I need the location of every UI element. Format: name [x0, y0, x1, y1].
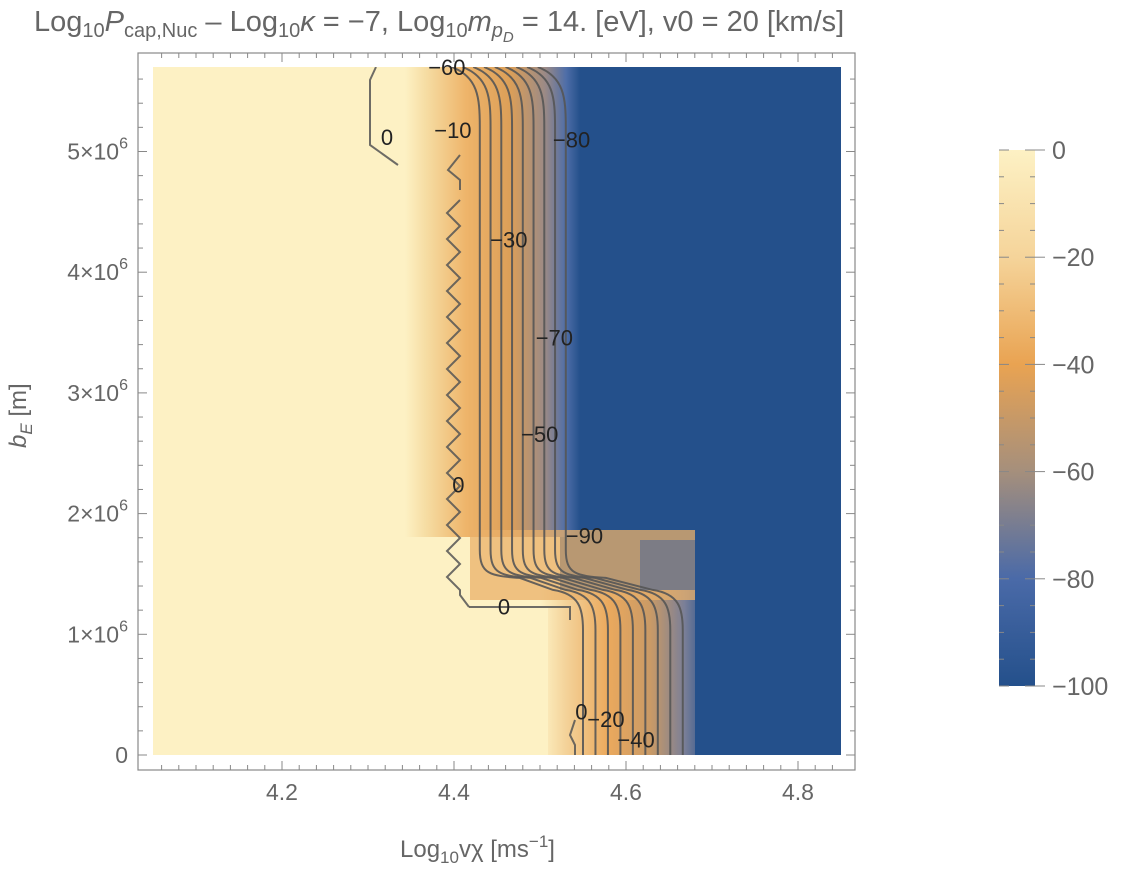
contour-line [515, 67, 659, 755]
y-tick-label: 2×106 [67, 498, 128, 527]
contour-label: −80 [553, 127, 590, 152]
contour-label: −20 [587, 707, 624, 732]
contour-line [505, 67, 647, 755]
contour-label: −40 [617, 727, 654, 752]
heatmap-upper-band [405, 67, 580, 537]
x-axis-label: Log10vχ [ms−1] [400, 832, 555, 867]
colorbar-tick-label: −40 [1052, 351, 1094, 379]
contour-zero-bottom [568, 719, 576, 755]
contour-label: −10 [434, 118, 471, 143]
heatmap [153, 67, 841, 755]
x-axis-ticks: 4.2 4.4 4.6 4.8 [161, 53, 833, 805]
contour-zero-short [446, 154, 461, 190]
contour-label: 0 [452, 473, 464, 498]
y-tick-label: 1×106 [67, 618, 128, 647]
contour-label: 0 [381, 125, 393, 150]
contour-label: −60 [428, 55, 465, 80]
contour-label: −50 [521, 422, 558, 447]
colorbar-ticks: 0 −20 −40 −60 −80 −100 [999, 137, 1108, 701]
plot-frame [137, 52, 856, 771]
contour-line [537, 67, 684, 755]
colorbar-tick-label: 0 [1052, 137, 1066, 165]
y-tick-label: 5×106 [67, 135, 128, 164]
contour-zero-upper [369, 67, 399, 166]
contour-line [451, 67, 584, 755]
y-tick-label: 0 [115, 742, 128, 768]
contour-line [462, 67, 597, 755]
y-tick-label: 4×106 [67, 256, 128, 285]
colorbar-tick-label: −20 [1052, 244, 1094, 272]
x-tick-label: 4.8 [782, 779, 814, 805]
heatmap-step-blue [640, 540, 700, 590]
contour-lines [451, 67, 684, 755]
y-axis-ticks: 0 1×106 2×106 3×106 4×106 5×106 [67, 78, 855, 768]
colorbar-tick-label: −80 [1052, 566, 1094, 594]
colorbar [999, 150, 1035, 686]
contour-line [472, 67, 609, 755]
contour-line [526, 67, 672, 755]
colorbar-tick-label: −100 [1052, 673, 1108, 701]
colorbar-tick-label: −60 [1052, 459, 1094, 487]
x-tick-label: 4.4 [438, 779, 470, 805]
contour-label: −70 [536, 325, 573, 350]
y-tick-label: 3×106 [67, 377, 128, 406]
chart-title: Log10Pcap,Nuc – Log10κ = −7, Log10mpD = … [34, 6, 844, 46]
contour-zero-step [469, 606, 571, 620]
contour-line [494, 67, 634, 755]
x-tick-label: 4.2 [266, 779, 298, 805]
contour-label: 0 [575, 700, 587, 725]
y-axis-label: bE [m] [5, 383, 36, 448]
contour-zero-zigzag [445, 199, 470, 608]
heatmap-blue-right-lower [695, 520, 841, 755]
contour-label: −30 [490, 228, 527, 253]
x-tick-label: 4.6 [610, 779, 642, 805]
heatmap-cream-left-lower [153, 608, 548, 755]
contour-label: 0 [498, 595, 510, 620]
contour-line [483, 67, 622, 755]
contour-label: −90 [566, 523, 603, 548]
